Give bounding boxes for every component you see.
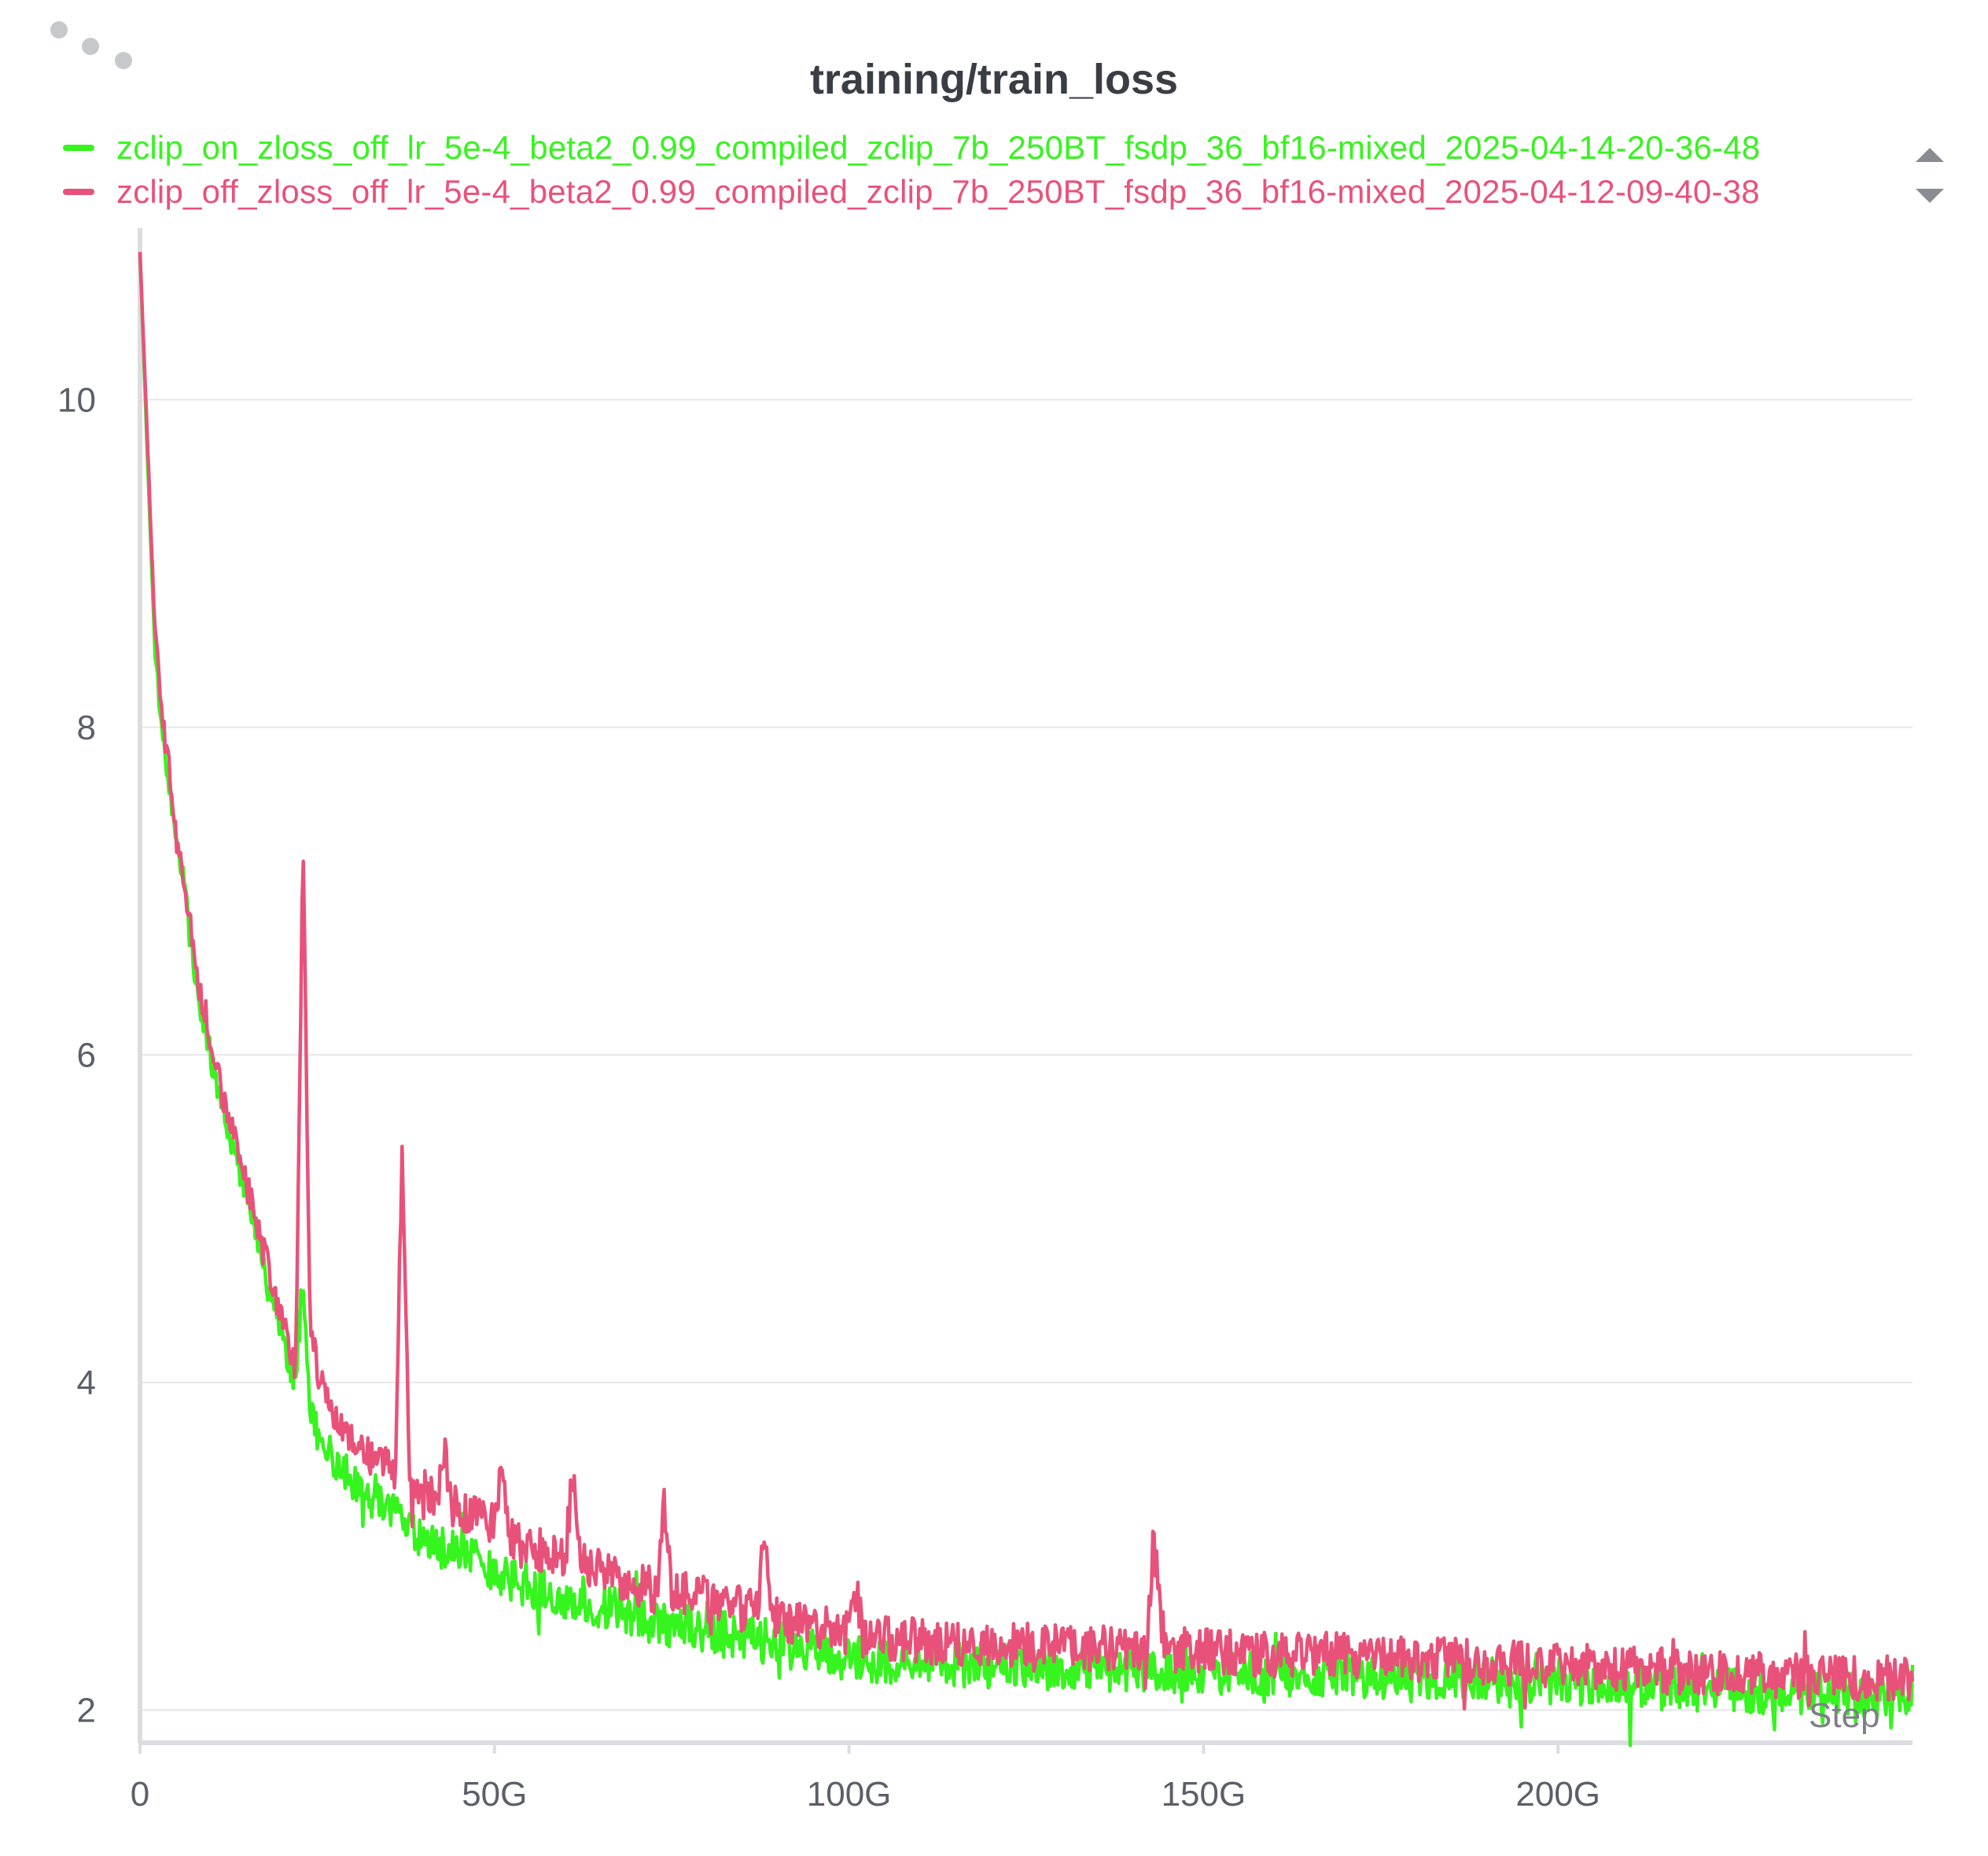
menu-dot-2[interactable] [82, 38, 99, 55]
y-tick-label: 8 [77, 709, 96, 747]
y-tick-label: 4 [77, 1364, 96, 1402]
menu-dot-3[interactable] [115, 52, 132, 69]
caret-down-icon[interactable] [1916, 189, 1944, 203]
axis-layer: 2 4 6 8 10 0 50G 100G 150G 200G [57, 228, 1913, 1814]
y-tick-label: 2 [77, 1691, 96, 1729]
legend-label-zclip-off: zclip_off_zloss_off_lr_5e-4_beta2_0.99_c… [116, 173, 1760, 210]
y-tick-label: 6 [77, 1036, 96, 1074]
caret-up-icon[interactable] [1916, 148, 1944, 162]
x-tick-label: 100G [807, 1775, 892, 1814]
legend-entry-zclip-off[interactable]: zclip_off_zloss_off_lr_5e-4_beta2_0.99_c… [63, 170, 1903, 214]
x-tick-label: 150G [1162, 1775, 1246, 1814]
legend-swatch-zclip-on [63, 145, 94, 151]
legend-swatch-zclip-off [63, 189, 94, 195]
x-tick-label: 200G [1515, 1775, 1600, 1814]
legend-entry-zclip-on[interactable]: zclip_on_zloss_off_lr_5e-4_beta2_0.99_co… [63, 126, 1903, 170]
chart-title: training/train_loss [809, 56, 1179, 103]
x-axis-label: Step [1809, 1696, 1880, 1735]
legend: zclip_on_zloss_off_lr_5e-4_beta2_0.99_co… [63, 126, 1903, 214]
grid-layer [140, 399, 1913, 1711]
menu-dot-1[interactable] [50, 21, 68, 39]
series-layer [138, 252, 1915, 1747]
x-tick-label: 50G [462, 1775, 527, 1814]
series-line-zclip-off [138, 252, 1915, 1711]
legend-label-zclip-on: zclip_on_zloss_off_lr_5e-4_beta2_0.99_co… [116, 129, 1761, 166]
y-tick-label: 10 [57, 381, 96, 419]
x-tick-label: 0 [131, 1775, 149, 1814]
series-line-zclip-on [138, 255, 1915, 1747]
